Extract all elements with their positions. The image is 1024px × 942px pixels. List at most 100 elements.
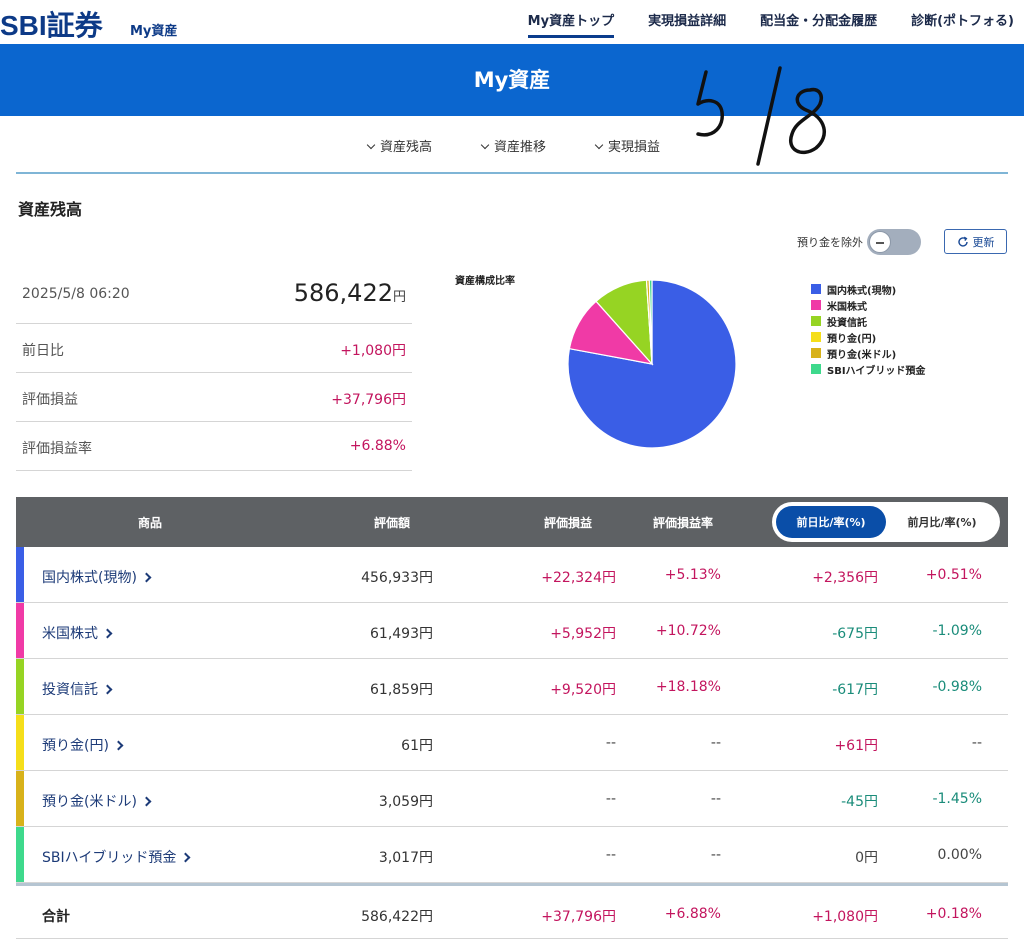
- summary-unrealized-gain-row: 評価損益 +37,796円: [16, 373, 412, 422]
- legend-label: 預り金(米ドル): [827, 349, 897, 361]
- valuation-cell: 456,933円: [361, 570, 433, 586]
- table-row: 預り金(米ドル) 3,059円 -- -- -45円 -1.45%: [16, 771, 1008, 827]
- legend-item: 国内株式(現物): [811, 281, 925, 297]
- nav-my-assets-top[interactable]: My資産トップ: [527, 10, 615, 38]
- asset-composition-pie-chart: [567, 279, 737, 449]
- category-color-bar: [16, 547, 24, 602]
- legend-item: 預り金(米ドル): [811, 345, 925, 361]
- period-segmented-control: 前日比/率(%) 前月比/率(%): [772, 502, 1000, 542]
- nav-realized-pnl[interactable]: 実現損益詳細: [648, 14, 727, 29]
- sbi-logo[interactable]: SBI証券: [0, 10, 103, 41]
- exclude-deposit-toggle-row: 預り金を除外: [797, 228, 921, 256]
- pie-chart-title: 資産構成比率: [455, 276, 515, 287]
- category-color-bar: [16, 603, 24, 658]
- asset-summary: 2025/5/8 06:20 586,422円 前日比 +1,080円 評価損益…: [16, 267, 412, 471]
- gain-rate-cell: +18.18%: [655, 679, 721, 695]
- chevron-down-icon: [366, 140, 376, 150]
- valuation-cell: 61,493円: [370, 626, 433, 642]
- handwritten-date-note: [696, 66, 827, 166]
- segment-day-over-day[interactable]: 前日比/率(%): [776, 506, 886, 538]
- nav-diagnosis[interactable]: 診断(ポトフォる): [911, 14, 1014, 29]
- gain-rate-cell: --: [710, 735, 721, 751]
- chevron-right-icon: [141, 796, 152, 807]
- table-row: 米国株式 61,493円 +5,952円 +10.72% -675円 -1.09%: [16, 603, 1008, 659]
- table-row: SBIハイブリッド預金 3,017円 -- -- 0円 0.00%: [16, 827, 1008, 883]
- top-navigation: SBI証券 My資産 My資産トップ 実現損益詳細 配当金・分配金履歴 診断(ポ…: [0, 0, 1024, 44]
- summary-total: 586,422円: [293, 279, 406, 307]
- chevron-down-icon: [594, 140, 604, 150]
- day-rate-cell: 0.00%: [937, 847, 982, 863]
- product-link[interactable]: 預り金(円): [42, 735, 124, 755]
- total-gain: +37,796円: [541, 909, 616, 925]
- subnav-realized-pnl[interactable]: 実現損益: [594, 136, 660, 155]
- nav-dividend-history[interactable]: 配当金・分配金履歴: [760, 14, 878, 29]
- day-rate-cell: --: [971, 735, 982, 751]
- table-row: 預り金(円) 61円 -- -- +61円 --: [16, 715, 1008, 771]
- legend-label: 国内株式(現物): [827, 285, 897, 297]
- day-diff-cell: +61円: [834, 738, 878, 754]
- valuation-cell: 3,017円: [378, 850, 433, 866]
- product-link[interactable]: 投資信託: [42, 679, 113, 699]
- legend-label: SBIハイブリッド預金: [827, 365, 926, 377]
- page-title: My資産: [473, 68, 551, 92]
- chevron-down-icon: [480, 140, 490, 150]
- summary-day-change-row: 前日比 +1,080円: [16, 324, 412, 373]
- header-valuation: 評価額: [374, 516, 411, 530]
- section-title: 資産残高: [18, 200, 83, 219]
- subnav-asset-trend[interactable]: 資産推移: [480, 136, 546, 155]
- exclude-deposit-toggle[interactable]: [867, 229, 921, 255]
- product-link[interactable]: 国内株式(現物): [42, 567, 152, 587]
- day-diff-cell: -45円: [841, 794, 878, 810]
- day-diff-cell: -675円: [832, 626, 878, 642]
- summary-datetime: 2025/5/8 06:20: [22, 286, 130, 302]
- legend-swatch: [811, 300, 821, 310]
- chevron-right-icon: [113, 740, 124, 751]
- gain-cell: --: [605, 735, 616, 751]
- header-gain-rate: 評価損益率: [653, 516, 714, 530]
- gain-cell: --: [605, 847, 616, 863]
- product-link[interactable]: 米国株式: [42, 623, 113, 643]
- summary-gain-rate-row: 評価損益率 +6.88%: [16, 422, 412, 471]
- gain-rate-cell: +5.13%: [664, 567, 721, 583]
- valuation-cell: 61円: [401, 738, 433, 754]
- valuation-cell: 3,059円: [378, 794, 433, 810]
- legend-label: 投資信託: [827, 317, 867, 329]
- pie-legend: 国内株式(現物) 米国株式 投資信託 預り金(円) 預り金(米ドル) SBIハイブリッド預…: [811, 281, 925, 377]
- total-valuation: 586,422円: [361, 909, 433, 925]
- legend-label: 預り金(円): [827, 333, 877, 345]
- table-row: 国内株式(現物) 456,933円 +22,324円 +5.13% +2,356円 +0.…: [16, 547, 1008, 603]
- chevron-right-icon: [180, 852, 191, 863]
- table-body: 国内株式(現物) 456,933円 +22,324円 +5.13% +2,356円 +0.…: [16, 547, 1008, 883]
- page-banner: My資産: [0, 44, 1024, 116]
- gain-cell: +22,324円: [541, 570, 616, 586]
- gain-rate-cell: +10.72%: [655, 623, 721, 639]
- gain-cell: +9,520円: [550, 682, 616, 698]
- pie-slice: [567, 279, 737, 449]
- day-rate-cell: -1.45%: [932, 791, 982, 807]
- table-total-row: 合計 586,422円 +37,796円 +6.88% +1,080円 +0.1…: [16, 883, 1008, 939]
- segment-month-over-month[interactable]: 前月比/率(%): [907, 516, 977, 529]
- gain-cell: --: [605, 791, 616, 807]
- total-gain-rate: +6.88%: [664, 906, 721, 922]
- day-diff-cell: -617円: [832, 682, 878, 698]
- subnav-asset-balance[interactable]: 資産残高: [366, 136, 432, 155]
- category-color-bar: [16, 771, 24, 826]
- toggle-knob: [869, 231, 891, 253]
- category-color-bar: [16, 659, 24, 714]
- category-color-bar: [16, 715, 24, 770]
- refresh-button[interactable]: 更新: [944, 229, 1007, 254]
- product-link[interactable]: SBIハイブリッド預金: [42, 847, 191, 867]
- chevron-right-icon: [102, 684, 113, 695]
- legend-swatch: [811, 332, 821, 342]
- gain-rate-cell: --: [710, 847, 721, 863]
- product-link[interactable]: 預り金(米ドル): [42, 791, 152, 811]
- day-rate-cell: -0.98%: [932, 679, 982, 695]
- legend-item: SBIハイブリッド預金: [811, 361, 925, 377]
- refresh-icon: [957, 236, 968, 247]
- sub-navigation: 資産残高 資産推移 実現損益: [16, 118, 1008, 174]
- toggle-label: 預り金を除外: [797, 236, 863, 249]
- day-diff-cell: +2,356円: [812, 570, 878, 586]
- gain-rate-cell: --: [710, 791, 721, 807]
- legend-swatch: [811, 316, 821, 326]
- pie-slice: [648, 279, 653, 365]
